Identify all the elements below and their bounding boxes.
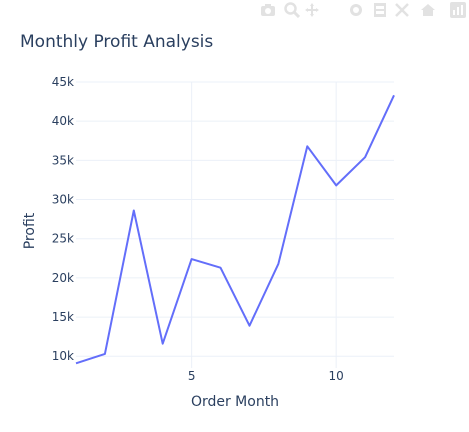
y-tick-label: 10k <box>52 349 74 363</box>
y-tick-label: 40k <box>52 114 74 128</box>
grid <box>76 81 394 368</box>
camera-icon[interactable] <box>260 2 276 18</box>
box-select-icon[interactable] <box>372 2 388 18</box>
autoscale-icon[interactable] <box>394 2 410 18</box>
x-axis-title: Order Month <box>191 394 279 410</box>
pan-icon[interactable] <box>304 2 320 18</box>
chart-title: Monthly Profit Analysis <box>20 32 213 52</box>
plotly-logo-icon[interactable] <box>450 2 466 18</box>
x-axis-ticks: 5 10 <box>188 369 344 383</box>
y-tick-label: 45k <box>52 75 74 89</box>
y-axis-ticks: 10k 15k 20k 25k 30k 35k 40k 45k <box>52 75 74 363</box>
x-tick-label: 10 <box>329 369 344 383</box>
y-tick-label: 25k <box>52 232 74 246</box>
y-axis-title: Profit <box>22 212 38 249</box>
modebar <box>258 0 469 20</box>
lasso-icon[interactable] <box>348 2 364 18</box>
y-tick-label: 15k <box>52 310 74 324</box>
y-tick-label: 30k <box>52 193 74 207</box>
y-tick-label: 20k <box>52 271 74 285</box>
home-icon[interactable] <box>420 2 436 18</box>
x-tick-label: 5 <box>188 369 196 383</box>
profit-line <box>75 94 395 365</box>
zoom-icon[interactable] <box>284 2 301 19</box>
y-tick-label: 35k <box>52 153 74 167</box>
